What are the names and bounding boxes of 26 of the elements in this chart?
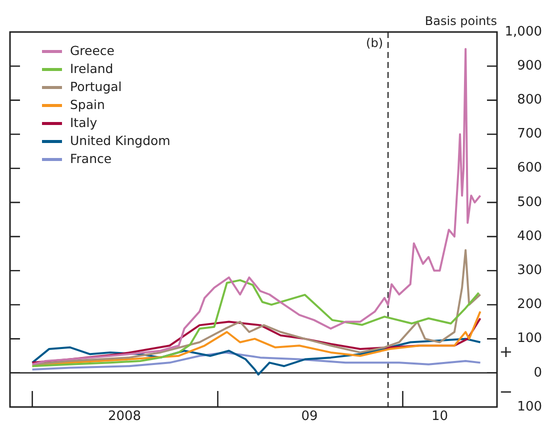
legend-label: France: [70, 150, 112, 168]
legend-label: Greece: [70, 42, 114, 60]
x-tick-label: 10: [431, 408, 448, 424]
y-tick-label: 500: [517, 194, 542, 210]
legend-label: Ireland: [70, 60, 114, 78]
y-tick-label: 0: [534, 365, 542, 380]
y-tick-label: 100: [517, 331, 542, 346]
y-tick-label: 200: [517, 297, 542, 312]
y-tick-label: 1,000: [504, 24, 542, 40]
y-tick-label: 800: [517, 92, 542, 108]
legend-label: Portugal: [70, 78, 122, 96]
y-tick-label: 700: [517, 126, 542, 142]
text: −: [499, 382, 513, 402]
x-tick-label: 2008: [108, 408, 142, 424]
ref-line-label: (b): [366, 36, 384, 50]
y-tick-label: 600: [517, 160, 542, 176]
legend-label: Spain: [70, 96, 105, 114]
y-tick-label: 900: [517, 58, 542, 74]
legend-label: Italy: [70, 114, 98, 132]
legend-label: United Kingdom: [70, 132, 170, 150]
text: +: [499, 342, 513, 362]
x-tick-label: 09: [301, 408, 318, 424]
y-axis-title: Basis points: [424, 14, 497, 28]
y-tick-label: 400: [517, 228, 542, 244]
y-tick-label: 100: [517, 399, 542, 414]
y-tick-label: 300: [517, 263, 542, 278]
